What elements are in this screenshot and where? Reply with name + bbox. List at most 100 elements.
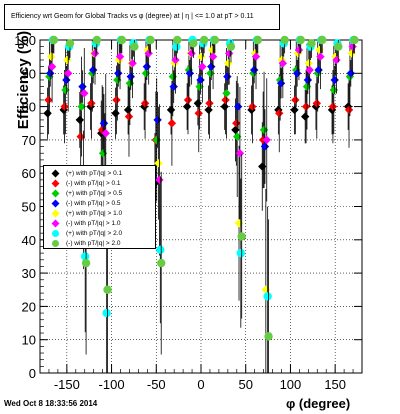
legend-marker (51, 179, 60, 188)
data-point (167, 119, 177, 128)
legend-marker (51, 169, 60, 178)
data-point (125, 79, 135, 88)
data-point (61, 85, 70, 95)
data-point (236, 248, 246, 258)
data-point (99, 119, 109, 128)
data-point (248, 102, 257, 111)
data-point (103, 285, 112, 294)
data-point (290, 105, 299, 115)
y-tick-label: 90 (22, 66, 36, 81)
data-point (78, 82, 87, 91)
legend: (+) with pT/|q| > 0.1 (-) with pT/|q| > 0… (43, 165, 156, 249)
data-point (183, 95, 193, 105)
y-tick-label: 40 (22, 233, 36, 248)
legend-entry: (+) with pT/|q| > 0.5 (44, 189, 156, 198)
data-point (275, 109, 284, 118)
data-point (102, 308, 111, 318)
data-point (307, 39, 316, 48)
legend-label: (+) with pT/|q| > 2.0 (66, 230, 123, 237)
data-point (182, 102, 192, 111)
data-point (187, 49, 196, 58)
data-point (63, 69, 73, 78)
x-tick-label: -50 (147, 377, 166, 392)
legend-label: (+) with pT/|q| > 0.1 (66, 170, 123, 177)
data-point (63, 55, 72, 65)
data-point (114, 55, 124, 65)
legend-entry: (-) with pT/|q| > 0.1 (44, 179, 156, 188)
x-tick-label: 50 (238, 377, 252, 392)
legend-label: (-) with pT/|q| > 1.0 (66, 220, 121, 227)
legend-label: (+) with pT/|q| > 1.0 (66, 210, 123, 217)
data-point (329, 85, 339, 95)
legend-entry: (-) with pT/|q| > 2.0 (44, 239, 156, 248)
x-tick-label: 150 (324, 377, 346, 392)
y-tick-label: 0 (29, 366, 36, 381)
data-point (194, 109, 203, 118)
data-point (43, 109, 52, 118)
data-point (195, 82, 204, 91)
data-point (76, 132, 85, 141)
data-point (172, 42, 181, 51)
data-point (301, 102, 311, 111)
data-point (62, 75, 71, 85)
y-tick-label: 100 (14, 33, 36, 48)
data-point (92, 35, 102, 45)
legend-marker (51, 199, 60, 208)
y-tick-label: 10 (22, 333, 36, 348)
data-point (305, 65, 314, 75)
y-tick-label: 70 (22, 133, 36, 148)
data-point (87, 99, 96, 108)
data-point (348, 42, 357, 51)
data-point (142, 62, 152, 71)
data-point (221, 95, 230, 105)
legend-label: (-) with pT/|q| > 0.5 (66, 200, 121, 207)
y-tick-label: 30 (22, 266, 36, 281)
data-point (210, 35, 220, 45)
data-point (80, 89, 89, 98)
data-point (47, 62, 57, 71)
data-point (154, 159, 163, 168)
legend-label: (-) with pT/|q| > 2.0 (66, 240, 121, 247)
data-point (224, 59, 233, 68)
data-point (114, 69, 123, 78)
data-point (222, 89, 231, 98)
data-point (233, 132, 242, 141)
y-axis-label: Efficiency (%) (15, 30, 32, 130)
y-tick-label: 80 (22, 100, 36, 115)
data-point (251, 52, 261, 61)
data-point (98, 149, 108, 158)
data-point (198, 62, 207, 71)
legend-marker (51, 219, 60, 228)
data-point (208, 52, 218, 61)
data-point (49, 35, 59, 45)
data-point (296, 35, 305, 45)
data-point (46, 52, 56, 61)
legend-entry: (+) with pT/|q| > 1.0 (44, 209, 156, 218)
legend-entry: (+) with pT/|q| > 2.0 (44, 229, 156, 238)
data-point (124, 112, 134, 121)
data-point (223, 72, 232, 81)
data-point (350, 35, 359, 45)
data-point (141, 69, 151, 78)
data-point (44, 95, 53, 105)
data-point (199, 35, 209, 45)
data-point (88, 69, 97, 78)
data-point (140, 99, 150, 108)
data-point (264, 332, 273, 341)
data-point (316, 52, 325, 61)
data-point (226, 42, 236, 51)
y-tick-label: 60 (22, 166, 36, 181)
data-point (156, 245, 165, 254)
data-point (146, 35, 155, 45)
timestamp: Wed Oct 8 18:33:56 2014 (4, 399, 98, 408)
data-point (262, 135, 271, 145)
data-point (153, 115, 162, 125)
x-tick-label: 100 (280, 377, 302, 392)
data-point (291, 95, 300, 105)
x-tick-label: -100 (99, 377, 125, 392)
data-point (259, 125, 269, 135)
data-point (173, 35, 182, 45)
legend-entry: (+) with pT/|q| > 0.1 (44, 169, 156, 178)
